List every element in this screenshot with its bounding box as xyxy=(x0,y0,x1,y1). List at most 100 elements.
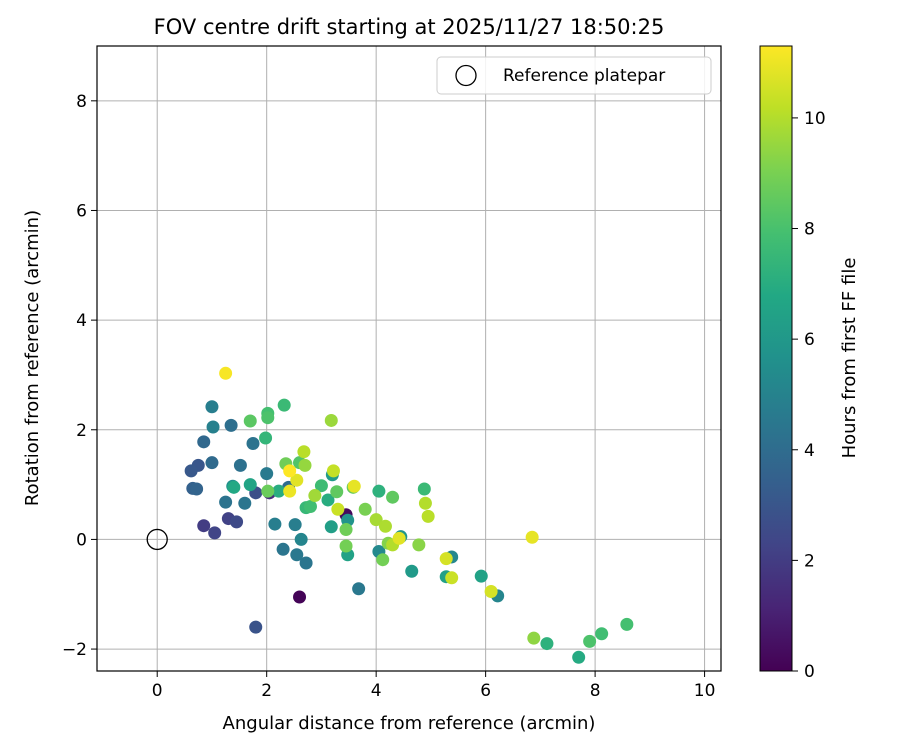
data-point xyxy=(324,520,338,534)
data-point xyxy=(572,650,586,664)
data-point xyxy=(230,515,244,529)
data-point xyxy=(208,526,222,540)
legend-marker-icon xyxy=(455,64,477,87)
x-tick-label: 2 xyxy=(261,681,272,701)
data-point xyxy=(288,518,302,532)
data-point xyxy=(308,489,322,503)
grid xyxy=(97,46,721,671)
data-point xyxy=(314,479,328,493)
data-point xyxy=(330,485,344,499)
data-point xyxy=(376,553,390,567)
data-point xyxy=(233,458,247,472)
data-point xyxy=(439,552,453,566)
data-point xyxy=(206,420,220,434)
data-point xyxy=(324,413,338,427)
data-point xyxy=(197,519,211,533)
data-point xyxy=(259,431,273,445)
data-point xyxy=(412,538,426,552)
colorbar-tick-label: 10 xyxy=(804,109,826,129)
data-point xyxy=(583,634,597,648)
data-point xyxy=(445,571,459,585)
y-axis-label: Rotation from reference (arcmin) xyxy=(22,210,43,506)
legend-box xyxy=(436,56,712,95)
data-point xyxy=(303,500,317,514)
reference-platepar-marker xyxy=(146,528,168,551)
data-point xyxy=(268,517,282,531)
data-point xyxy=(418,496,432,510)
data-point xyxy=(249,620,263,634)
data-point xyxy=(243,478,257,492)
colorbar-tick-label: 6 xyxy=(804,330,815,350)
chart-title: FOV centre drift starting at 2025/11/27 … xyxy=(154,15,665,39)
legend: Reference platepar xyxy=(436,56,712,95)
x-tick-label: 8 xyxy=(590,681,601,701)
data-point xyxy=(277,398,291,412)
data-point xyxy=(299,556,313,570)
data-point xyxy=(386,490,400,504)
data-point xyxy=(595,627,609,641)
x-axis-label: Angular distance from reference (arcmin) xyxy=(223,713,596,734)
data-point xyxy=(525,530,539,544)
data-point xyxy=(205,456,219,470)
data-point xyxy=(372,484,386,498)
data-point xyxy=(358,502,372,516)
data-point xyxy=(205,400,219,414)
data-point xyxy=(246,436,260,450)
x-tick-label: 4 xyxy=(371,681,382,701)
data-point xyxy=(339,539,353,553)
y-tick-label: 6 xyxy=(76,201,87,221)
data-point xyxy=(298,458,312,472)
data-point xyxy=(392,531,406,545)
data-point xyxy=(321,493,335,507)
data-point xyxy=(283,464,297,478)
data-point xyxy=(190,482,204,496)
data-point xyxy=(347,479,361,493)
data-point xyxy=(238,496,252,510)
data-point xyxy=(227,480,241,494)
y-tick-label: 2 xyxy=(76,421,87,441)
x-axis-ticks: 0 2 4 6 8 10 xyxy=(152,671,716,701)
data-point xyxy=(484,585,498,599)
colorbar-label: Hours from first FF file xyxy=(839,258,860,459)
colorbar xyxy=(759,45,793,672)
data-point xyxy=(326,464,340,478)
data-point xyxy=(261,484,275,498)
colorbar-ticks: 0 2 4 6 8 10 xyxy=(792,109,826,682)
data-point xyxy=(417,482,431,496)
colorbar-tick-label: 4 xyxy=(804,441,815,461)
data-point xyxy=(184,464,198,478)
data-point xyxy=(378,519,392,533)
data-point xyxy=(219,495,233,509)
data-point xyxy=(197,435,211,449)
data-point xyxy=(272,484,286,498)
data-point xyxy=(421,509,435,523)
data-point xyxy=(620,617,634,631)
data-point xyxy=(369,513,383,527)
reference-layer xyxy=(146,528,168,551)
data-point xyxy=(540,637,554,651)
x-tick-label: 10 xyxy=(694,681,716,701)
y-tick-label: 0 xyxy=(76,530,87,550)
data-point xyxy=(297,445,311,459)
data-point xyxy=(290,548,304,562)
data-point xyxy=(283,484,297,498)
legend-entry-reference-platepar: Reference platepar xyxy=(503,66,665,86)
colorbar-tick-label: 2 xyxy=(804,551,815,571)
data-point xyxy=(331,502,345,516)
y-axis-ticks: −2 0 2 4 6 8 xyxy=(62,92,97,660)
data-point xyxy=(339,523,353,537)
y-tick-label: 8 xyxy=(76,92,87,112)
data-point xyxy=(293,590,307,604)
data-point xyxy=(261,411,275,425)
data-point xyxy=(527,631,541,645)
data-point xyxy=(224,418,238,432)
data-point xyxy=(260,467,274,481)
data-point xyxy=(294,532,308,546)
data-point xyxy=(243,414,257,428)
data-point xyxy=(276,542,290,556)
data-point xyxy=(352,582,366,596)
data-point xyxy=(405,564,419,578)
y-tick-label: −2 xyxy=(62,640,87,660)
